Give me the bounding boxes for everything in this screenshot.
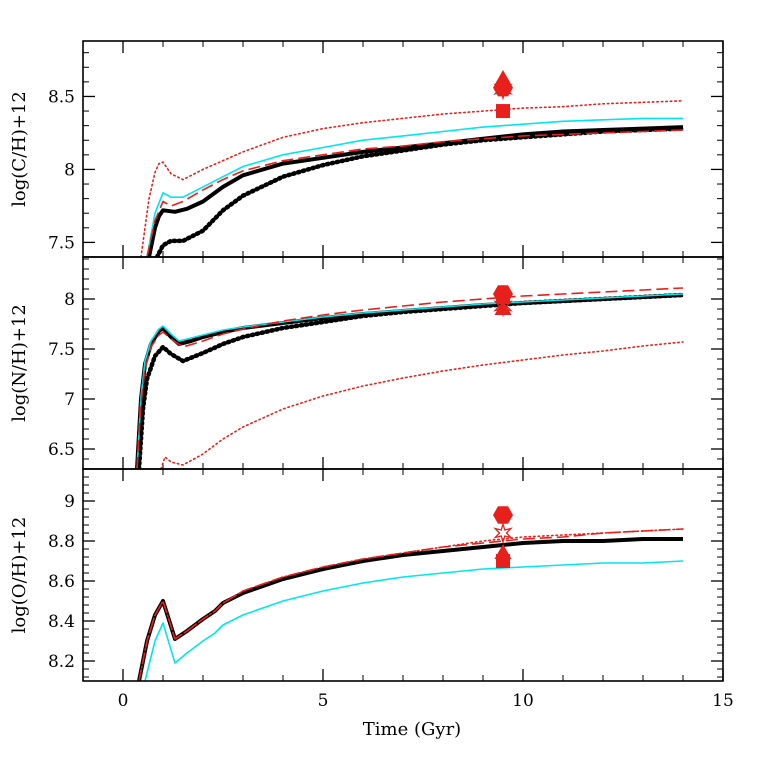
y-tick-label: 8.5	[48, 87, 75, 107]
panel-frame	[82, 256, 724, 470]
data-marker-triangle	[494, 300, 512, 315]
panel-1: 7.5 8 8.5 log(C/H)+12	[9, 40, 724, 258]
series-group	[135, 287, 686, 469]
data-marker-hexagon	[493, 79, 513, 97]
y-tick-label: 6.5	[48, 440, 75, 460]
y-tick-label: 8.8	[48, 532, 75, 552]
data-marker-square	[496, 554, 510, 568]
series-line-1-solid-thick	[135, 293, 684, 469]
data-marker-square	[496, 104, 510, 119]
data-marker-hexagon	[493, 506, 513, 524]
x-tick-label: 5	[318, 691, 329, 711]
series-line-5-dotted-thin	[140, 100, 684, 257]
y-axis-title: log(C/H)+12	[9, 91, 30, 207]
series-line-4-solid-thin	[144, 560, 684, 681]
y-tick-label: 7	[64, 390, 75, 410]
series-line-3-solid-thin	[136, 293, 684, 469]
y-tick-label: 8	[64, 160, 75, 180]
y-tick-label: 8.6	[48, 572, 75, 592]
series-line-3-solid-thin	[146, 117, 683, 257]
series-line-5-dotted-thin	[160, 341, 684, 469]
y-tick-label: 8.2	[48, 652, 75, 672]
series-line-2-dotted-thick	[154, 126, 686, 257]
panel-2: 6.5 7 7.5 8 log(N/H)+12	[9, 256, 724, 470]
series-line-1-solid-thick	[147, 125, 684, 257]
y-axis-title: log(N/H)+12	[9, 304, 30, 422]
y-tick-label: 9	[64, 492, 75, 512]
panel-3: 8.2 8.4 8.6 8.8 9 log(O/H)+12 0 5 10 15	[9, 468, 734, 711]
series-group	[137, 528, 684, 681]
y-tick-label: 7.5	[48, 233, 75, 253]
panel-frame	[82, 468, 724, 682]
series-line-4-dashed	[146, 129, 684, 257]
series-line-2-dashed	[138, 528, 684, 681]
series-line-4-dashed	[136, 287, 684, 469]
series-line-1-solid-thick	[137, 537, 683, 681]
x-tick-label: 10	[512, 691, 534, 711]
x-axis-title: Time (Gyr)	[363, 719, 461, 740]
series-line-2-dotted-thick	[136, 292, 686, 469]
plot-layer: 7.5 8 8.5 log(C/H)+12 6.5 7 7.5 8 log(N/H)+12 8.2…	[9, 40, 734, 711]
y-tick-label: 7.5	[48, 340, 75, 360]
y-tick-label: 8	[64, 290, 75, 310]
x-tick-label: 0	[118, 691, 129, 711]
x-tick-label: 15	[712, 691, 734, 711]
y-axis-title: log(O/H)+12	[9, 517, 30, 634]
series-group	[140, 100, 686, 257]
data-marker-star	[493, 521, 513, 545]
y-tick-label: 8.4	[48, 612, 75, 632]
